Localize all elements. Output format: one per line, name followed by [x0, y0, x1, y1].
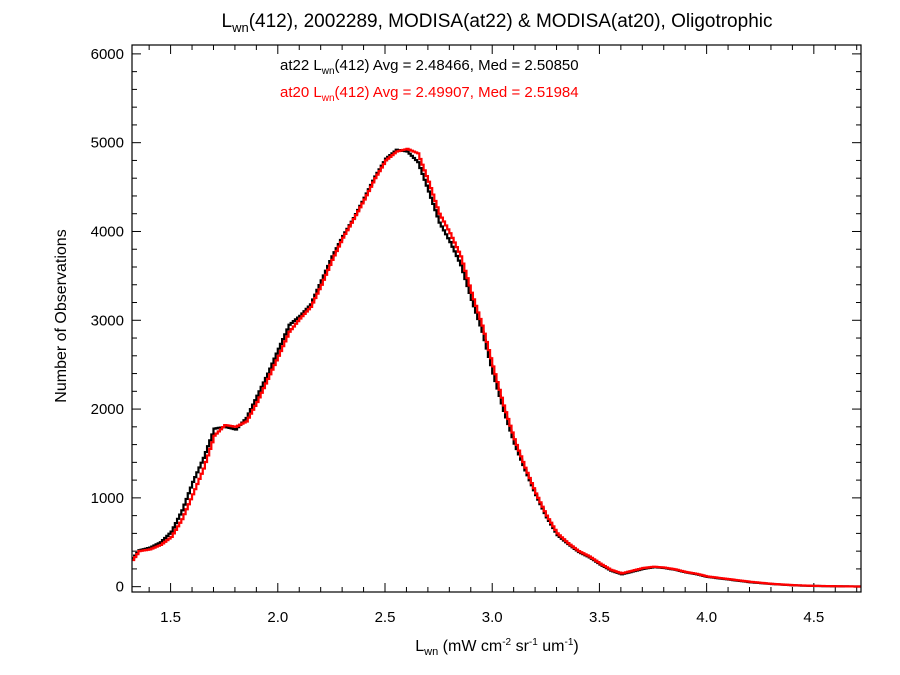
- series-layer: [132, 147, 861, 588]
- chart-title: Lwn(412), 2002289, MODISA(at22) & MODISA…: [222, 11, 773, 35]
- axis-ticks: 1.5 2.0 2.5 3.0 3.5 4.0 4.5 0 1000 2000 3000 4000 50…: [91, 45, 861, 626]
- y-tick-label: 1000: [91, 490, 124, 507]
- y-tick-label: 3000: [91, 312, 124, 329]
- x-tick-label: 2.5: [375, 609, 396, 626]
- y-tick-label: 4000: [91, 223, 124, 240]
- x-tick-label: 3.0: [482, 609, 503, 626]
- stats-annotation-at20: at20 Lwn(412) Avg = 2.49907, Med = 2.519…: [280, 84, 579, 104]
- y-tick-label: 6000: [91, 46, 124, 63]
- x-tick-label: 2.0: [267, 609, 288, 626]
- y-tick-label: 0: [116, 579, 124, 596]
- x-tick-label: 4.0: [696, 609, 717, 626]
- series-line-at20: [132, 147, 861, 588]
- y-axis-label: Number of Observations: [53, 229, 70, 402]
- plot-frame: [131, 44, 862, 593]
- x-tick-label: 3.5: [589, 609, 610, 626]
- x-axis-label: Lwn (mW cm-2 sr-1 um-1): [415, 637, 578, 658]
- stats-annotation-at22: at22 Lwn(412) Avg = 2.48466, Med = 2.508…: [280, 57, 579, 77]
- y-tick-label: 5000: [91, 135, 124, 152]
- x-tick-label: 1.5: [160, 609, 181, 626]
- x-tick-label: 4.5: [803, 609, 824, 626]
- y-tick-label: 2000: [91, 401, 124, 418]
